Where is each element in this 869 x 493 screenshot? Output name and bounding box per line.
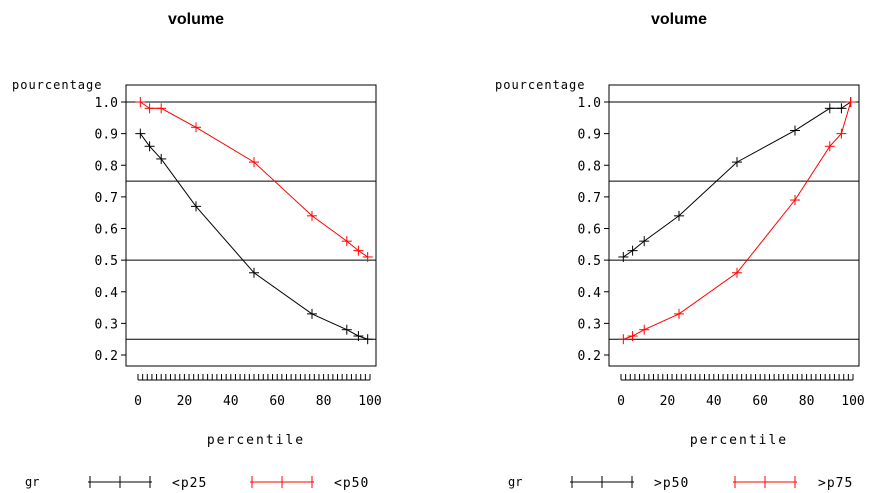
plot-frame (608, 84, 860, 367)
chart-panel-2: volume pourcentage 0.2 0.3 0.4 0.5 0.6 0.7 0.8 0.… (495, 11, 865, 491)
data-point (627, 245, 638, 256)
data-point (156, 103, 167, 114)
legend: gr >p50 >p75 (508, 475, 853, 491)
data-point (144, 141, 155, 152)
chart-panel-1: volume pourcentage 0.2 0.3 0.4 0.5 0.6 0.7 0.8 0.… (12, 11, 382, 491)
series-1 (135, 128, 373, 345)
plot-frame (125, 84, 377, 367)
data-point (191, 122, 201, 133)
data-point (362, 334, 373, 345)
data-point (144, 103, 155, 114)
data-point (845, 97, 856, 107)
data-point (353, 331, 364, 342)
y-tick-label: 0.2 (95, 349, 118, 364)
y-tick-label: 0.7 (95, 191, 118, 206)
y-tick-label: 0.7 (578, 191, 601, 206)
data-point (824, 141, 835, 152)
x-tick-label: 40 (223, 394, 239, 409)
legend-item: >p50 (570, 476, 689, 491)
data-point (618, 334, 629, 345)
chart-title: volume (168, 11, 224, 28)
data-point (249, 157, 259, 168)
data-point (353, 245, 364, 256)
legend-title: gr (508, 475, 522, 489)
x-tick-label: 0 (134, 394, 142, 409)
series-line (623, 101, 851, 258)
x-tick-label: 20 (177, 394, 193, 409)
legend-label: >p75 (818, 476, 853, 491)
data-point (627, 331, 638, 342)
data-point (341, 236, 352, 247)
data-point (674, 210, 684, 221)
legend-label: <p25 (172, 476, 207, 491)
data-point (824, 103, 835, 114)
data-point (135, 97, 146, 107)
data-point (790, 125, 800, 136)
data-point (732, 157, 742, 168)
legend-title: gr (25, 475, 39, 489)
y-axis-label: pourcentage (12, 78, 102, 92)
y-tick-label: 0.3 (578, 317, 601, 332)
x-tick-label: 60 (269, 394, 285, 409)
legend-item: <p25 (88, 476, 207, 491)
y-tick-label: 0.3 (95, 317, 118, 332)
y-tick-label: 0.5 (95, 254, 118, 269)
x-tick-label: 0 (617, 394, 625, 409)
x-tick-label: 80 (316, 394, 332, 409)
data-point (156, 153, 167, 164)
y-tick-label: 0.5 (578, 254, 601, 269)
x-axis-label: percentile (690, 433, 788, 448)
y-tick-label: 0.2 (578, 349, 601, 364)
x-axis-label: percentile (207, 433, 305, 448)
data-point (135, 128, 146, 139)
y-axis-label: pourcentage (495, 78, 585, 92)
x-tick-label: 100 (358, 394, 381, 409)
series-line (140, 101, 368, 258)
data-point (341, 324, 352, 335)
data-point (836, 103, 847, 114)
series-1 (618, 97, 856, 262)
y-tick-label: 0.9 (95, 128, 118, 143)
series-2 (618, 97, 856, 345)
y-tick-label: 1.0 (95, 96, 118, 111)
x-tick-label: 40 (706, 394, 722, 409)
data-point (362, 251, 373, 262)
x-tick-label: 60 (752, 394, 768, 409)
chart-title: volume (651, 11, 707, 28)
y-tick-label: 0.9 (578, 128, 601, 143)
y-tick-label: 0.4 (578, 286, 602, 301)
x-tick-label: 100 (841, 394, 864, 409)
legend-item: >p75 (733, 476, 853, 491)
legend-label: <p50 (334, 476, 369, 491)
y-tick-label: 0.8 (95, 159, 118, 174)
data-point (674, 308, 684, 319)
x-tick-label: 20 (660, 394, 676, 409)
y-tick-label: 0.6 (95, 223, 118, 238)
legend-label: >p50 (654, 476, 689, 491)
data-point (249, 267, 259, 278)
series-line (623, 101, 852, 340)
legend: gr <p25 <p50 (25, 475, 369, 491)
x-tick-label: 80 (799, 394, 815, 409)
legend-item: <p50 (250, 476, 369, 491)
data-point (191, 201, 201, 212)
data-point (790, 195, 800, 206)
data-point (618, 251, 629, 262)
data-point (836, 128, 847, 139)
y-tick-label: 1.0 (578, 96, 601, 111)
data-point (307, 308, 317, 319)
data-point (307, 210, 317, 221)
y-tick-label: 0.6 (578, 223, 601, 238)
series-2 (135, 97, 373, 262)
y-tick-label: 0.4 (95, 286, 119, 301)
data-point (639, 236, 650, 247)
data-point (732, 267, 742, 278)
y-tick-label: 0.8 (578, 159, 601, 174)
data-point (639, 324, 650, 335)
